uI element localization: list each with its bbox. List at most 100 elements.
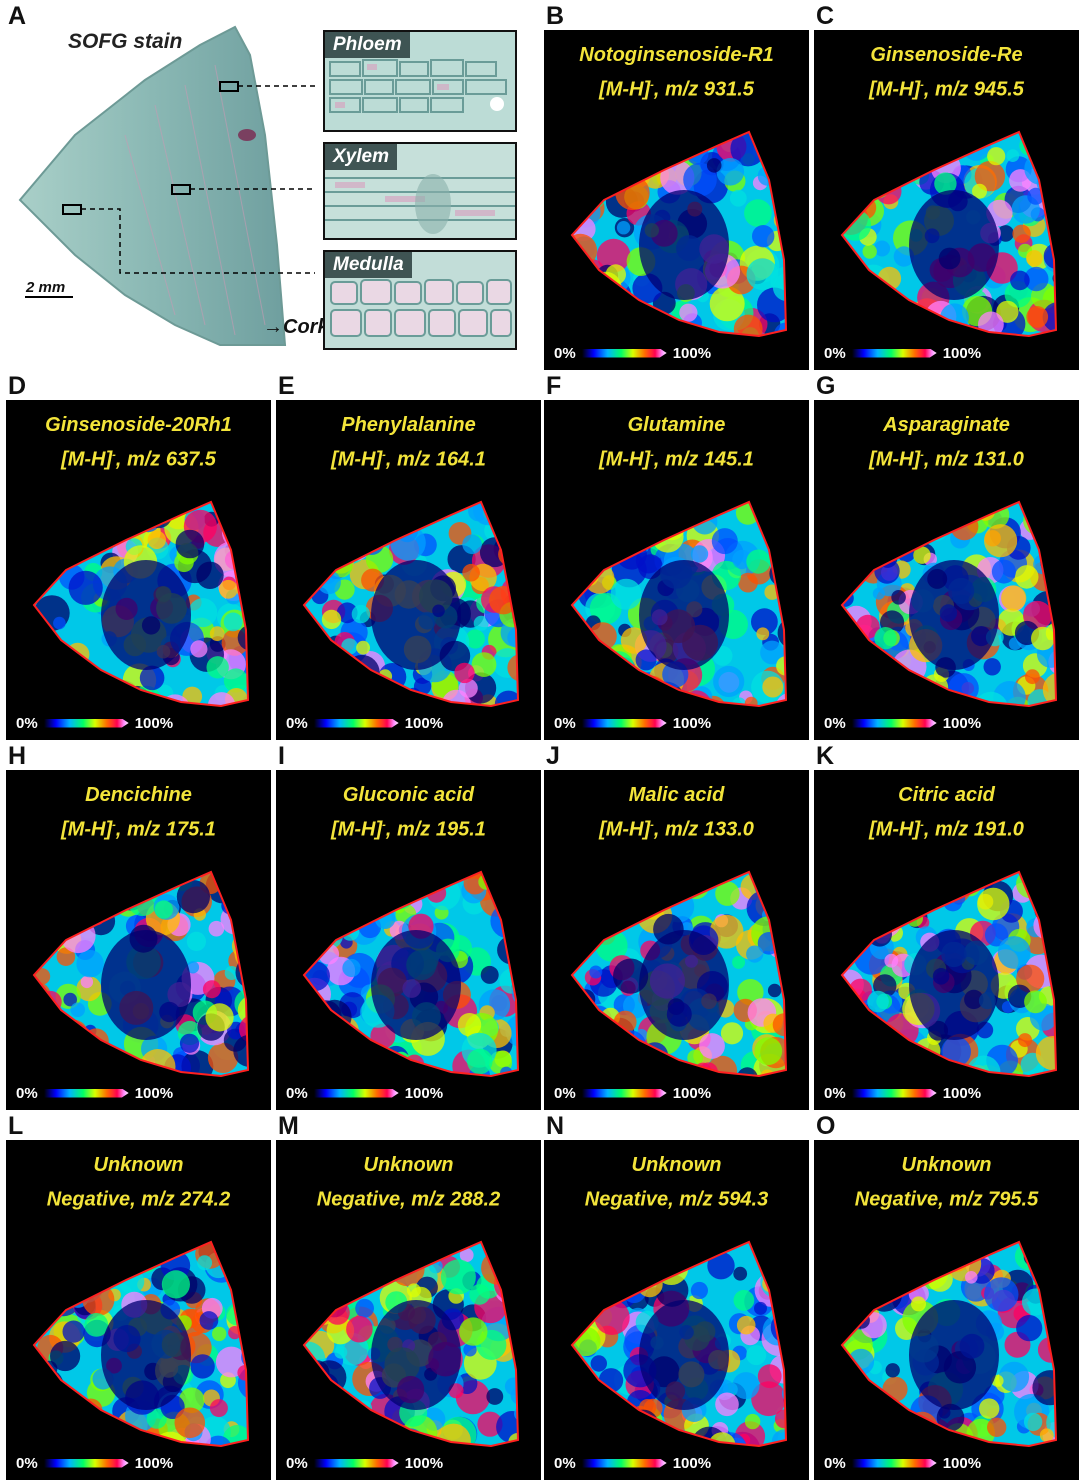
scale-min: 0%: [286, 1084, 308, 1102]
ion-image: [302, 870, 520, 1078]
ion-title: Citric acid [M-H]-, m/z 191.0: [814, 780, 1079, 845]
color-scale-bar: [313, 1458, 399, 1468]
msi-panel: Ginsenoside-Re [M-H]-, m/z 945.5 0% 100%: [814, 30, 1079, 370]
ion-title: Dencichine [M-H]-, m/z 175.1: [6, 780, 271, 845]
compound-name: Glutamine: [627, 414, 726, 436]
compound-name: Ginsenoside-Re: [870, 44, 1023, 66]
color-scale-bar: [43, 1088, 129, 1098]
ion-mz: [M-H]-, m/z 131.0: [869, 448, 1024, 471]
intensity-scale: 0% 100%: [554, 1454, 754, 1472]
intensity-scale: 0% 100%: [824, 344, 1024, 362]
msi-panel: Gluconic acid [M-H]-, m/z 195.1 0% 100%: [276, 770, 541, 1110]
compound-name: Phenylalanine: [341, 414, 476, 436]
scale-max: 100%: [942, 714, 982, 732]
ion-mz: [M-H]-, m/z 133.0: [599, 818, 754, 841]
ion-mz: [M-H]-, m/z 931.5: [599, 78, 754, 101]
color-scale-bar: [43, 718, 129, 728]
compound-name: Citric acid: [898, 784, 995, 806]
scale-bar-label: 2 mm: [26, 279, 66, 296]
ion-image: [32, 500, 250, 708]
ion-image: [32, 870, 250, 1078]
panel-letter: H: [8, 742, 27, 770]
intensity-scale: 0% 100%: [16, 1454, 216, 1472]
ion-title: Gluconic acid [M-H]-, m/z 195.1: [276, 780, 541, 845]
intensity-scale: 0% 100%: [286, 714, 486, 732]
scale-min: 0%: [824, 1084, 846, 1102]
ion-mz: [M-H]-, m/z 175.1: [61, 818, 216, 841]
color-scale-bar: [851, 1088, 937, 1098]
compound-name: Asparaginate: [883, 414, 1010, 436]
ion-title: Unknown Negative, m/z 274.2: [6, 1150, 271, 1215]
ion-title: Unknown Negative, m/z 288.2: [276, 1150, 541, 1215]
msi-panel: Unknown Negative, m/z 594.3 0% 100%: [544, 1140, 809, 1480]
compound-name: Dencichine: [85, 784, 192, 806]
inset-xylem: Xylem: [323, 142, 517, 240]
cork-label: →Cork: [263, 316, 329, 338]
color-scale-bar: [851, 718, 937, 728]
ion-title: Unknown Negative, m/z 795.5: [814, 1150, 1079, 1215]
panel-letter: J: [546, 742, 560, 770]
ion-image: [840, 870, 1058, 1078]
panel-letter: O: [816, 1112, 836, 1140]
stain-title: SOFG stain: [68, 30, 183, 53]
panel-letter: L: [8, 1112, 24, 1140]
intensity-scale: 0% 100%: [824, 714, 1024, 732]
color-scale-bar: [581, 348, 667, 358]
inset-medulla: Medulla: [323, 250, 517, 350]
compound-name: Gluconic acid: [342, 784, 475, 806]
msi-panel: Citric acid [M-H]-, m/z 191.0 0% 100%: [814, 770, 1079, 1110]
ion-title: Ginsenoside-20Rh1 [M-H]-, m/z 637.5: [6, 410, 271, 475]
scale-max: 100%: [404, 714, 444, 732]
msi-panel: Unknown Negative, m/z 795.5 0% 100%: [814, 1140, 1079, 1480]
msi-panel: Dencichine [M-H]-, m/z 175.1 0% 100%: [6, 770, 271, 1110]
panel-letter: I: [278, 742, 285, 770]
ion-image: [570, 870, 788, 1078]
scale-min: 0%: [824, 714, 846, 732]
scale-min: 0%: [554, 1454, 576, 1472]
intensity-scale: 0% 100%: [16, 714, 216, 732]
ion-title: Phenylalanine [M-H]-, m/z 164.1: [276, 410, 541, 475]
scale-max: 100%: [942, 344, 982, 362]
intensity-scale: 0% 100%: [286, 1454, 486, 1472]
panel-letter: N: [546, 1112, 565, 1140]
ion-mz: [M-H]-, m/z 195.1: [331, 818, 486, 841]
ion-image: [32, 1240, 250, 1448]
compound-name: Unknown: [363, 1154, 454, 1176]
ion-mz: Negative, m/z 594.3: [584, 1188, 769, 1211]
ion-image: [302, 500, 520, 708]
scale-min: 0%: [554, 714, 576, 732]
scale-max: 100%: [672, 714, 712, 732]
ion-mz: [M-H]-, m/z 191.0: [869, 818, 1024, 841]
ion-mz: [M-H]-, m/z 145.1: [599, 448, 754, 471]
ion-image: [840, 1240, 1058, 1448]
scale-max: 100%: [134, 1454, 174, 1472]
color-scale-bar: [581, 718, 667, 728]
intensity-scale: 0% 100%: [824, 1454, 1024, 1472]
color-scale-bar: [43, 1458, 129, 1468]
scale-min: 0%: [554, 344, 576, 362]
scale-max: 100%: [134, 714, 174, 732]
panel-letter: C: [816, 2, 835, 30]
msi-panel: Asparaginate [M-H]-, m/z 131.0 0% 100%: [814, 400, 1079, 740]
scale-min: 0%: [286, 1454, 308, 1472]
panel-letter: D: [8, 372, 27, 400]
compound-name: Unknown: [901, 1154, 992, 1176]
msi-panel: Malic acid [M-H]-, m/z 133.0 0% 100%: [544, 770, 809, 1110]
color-scale-bar: [313, 1088, 399, 1098]
msi-panel: Unknown Negative, m/z 288.2 0% 100%: [276, 1140, 541, 1480]
msi-panel: Notoginsenoside-R1 [M-H]-, m/z 931.5 0% …: [544, 30, 809, 370]
color-scale-bar: [313, 718, 399, 728]
color-scale-bar: [851, 1458, 937, 1468]
ion-image: [840, 500, 1058, 708]
panel-letter: K: [816, 742, 835, 770]
inset-label: Xylem: [325, 144, 397, 170]
panel-letter: M: [278, 1112, 299, 1140]
ion-mz: [M-H]-, m/z 945.5: [869, 78, 1024, 101]
intensity-scale: 0% 100%: [554, 1084, 754, 1102]
inset-label: Phloem: [325, 32, 410, 58]
ion-image: [840, 130, 1058, 338]
color-scale-bar: [581, 1458, 667, 1468]
ion-title: Asparaginate [M-H]-, m/z 131.0: [814, 410, 1079, 475]
ion-title: Unknown Negative, m/z 594.3: [544, 1150, 809, 1215]
msi-panel: Ginsenoside-20Rh1 [M-H]-, m/z 637.5 0% 1…: [6, 400, 271, 740]
